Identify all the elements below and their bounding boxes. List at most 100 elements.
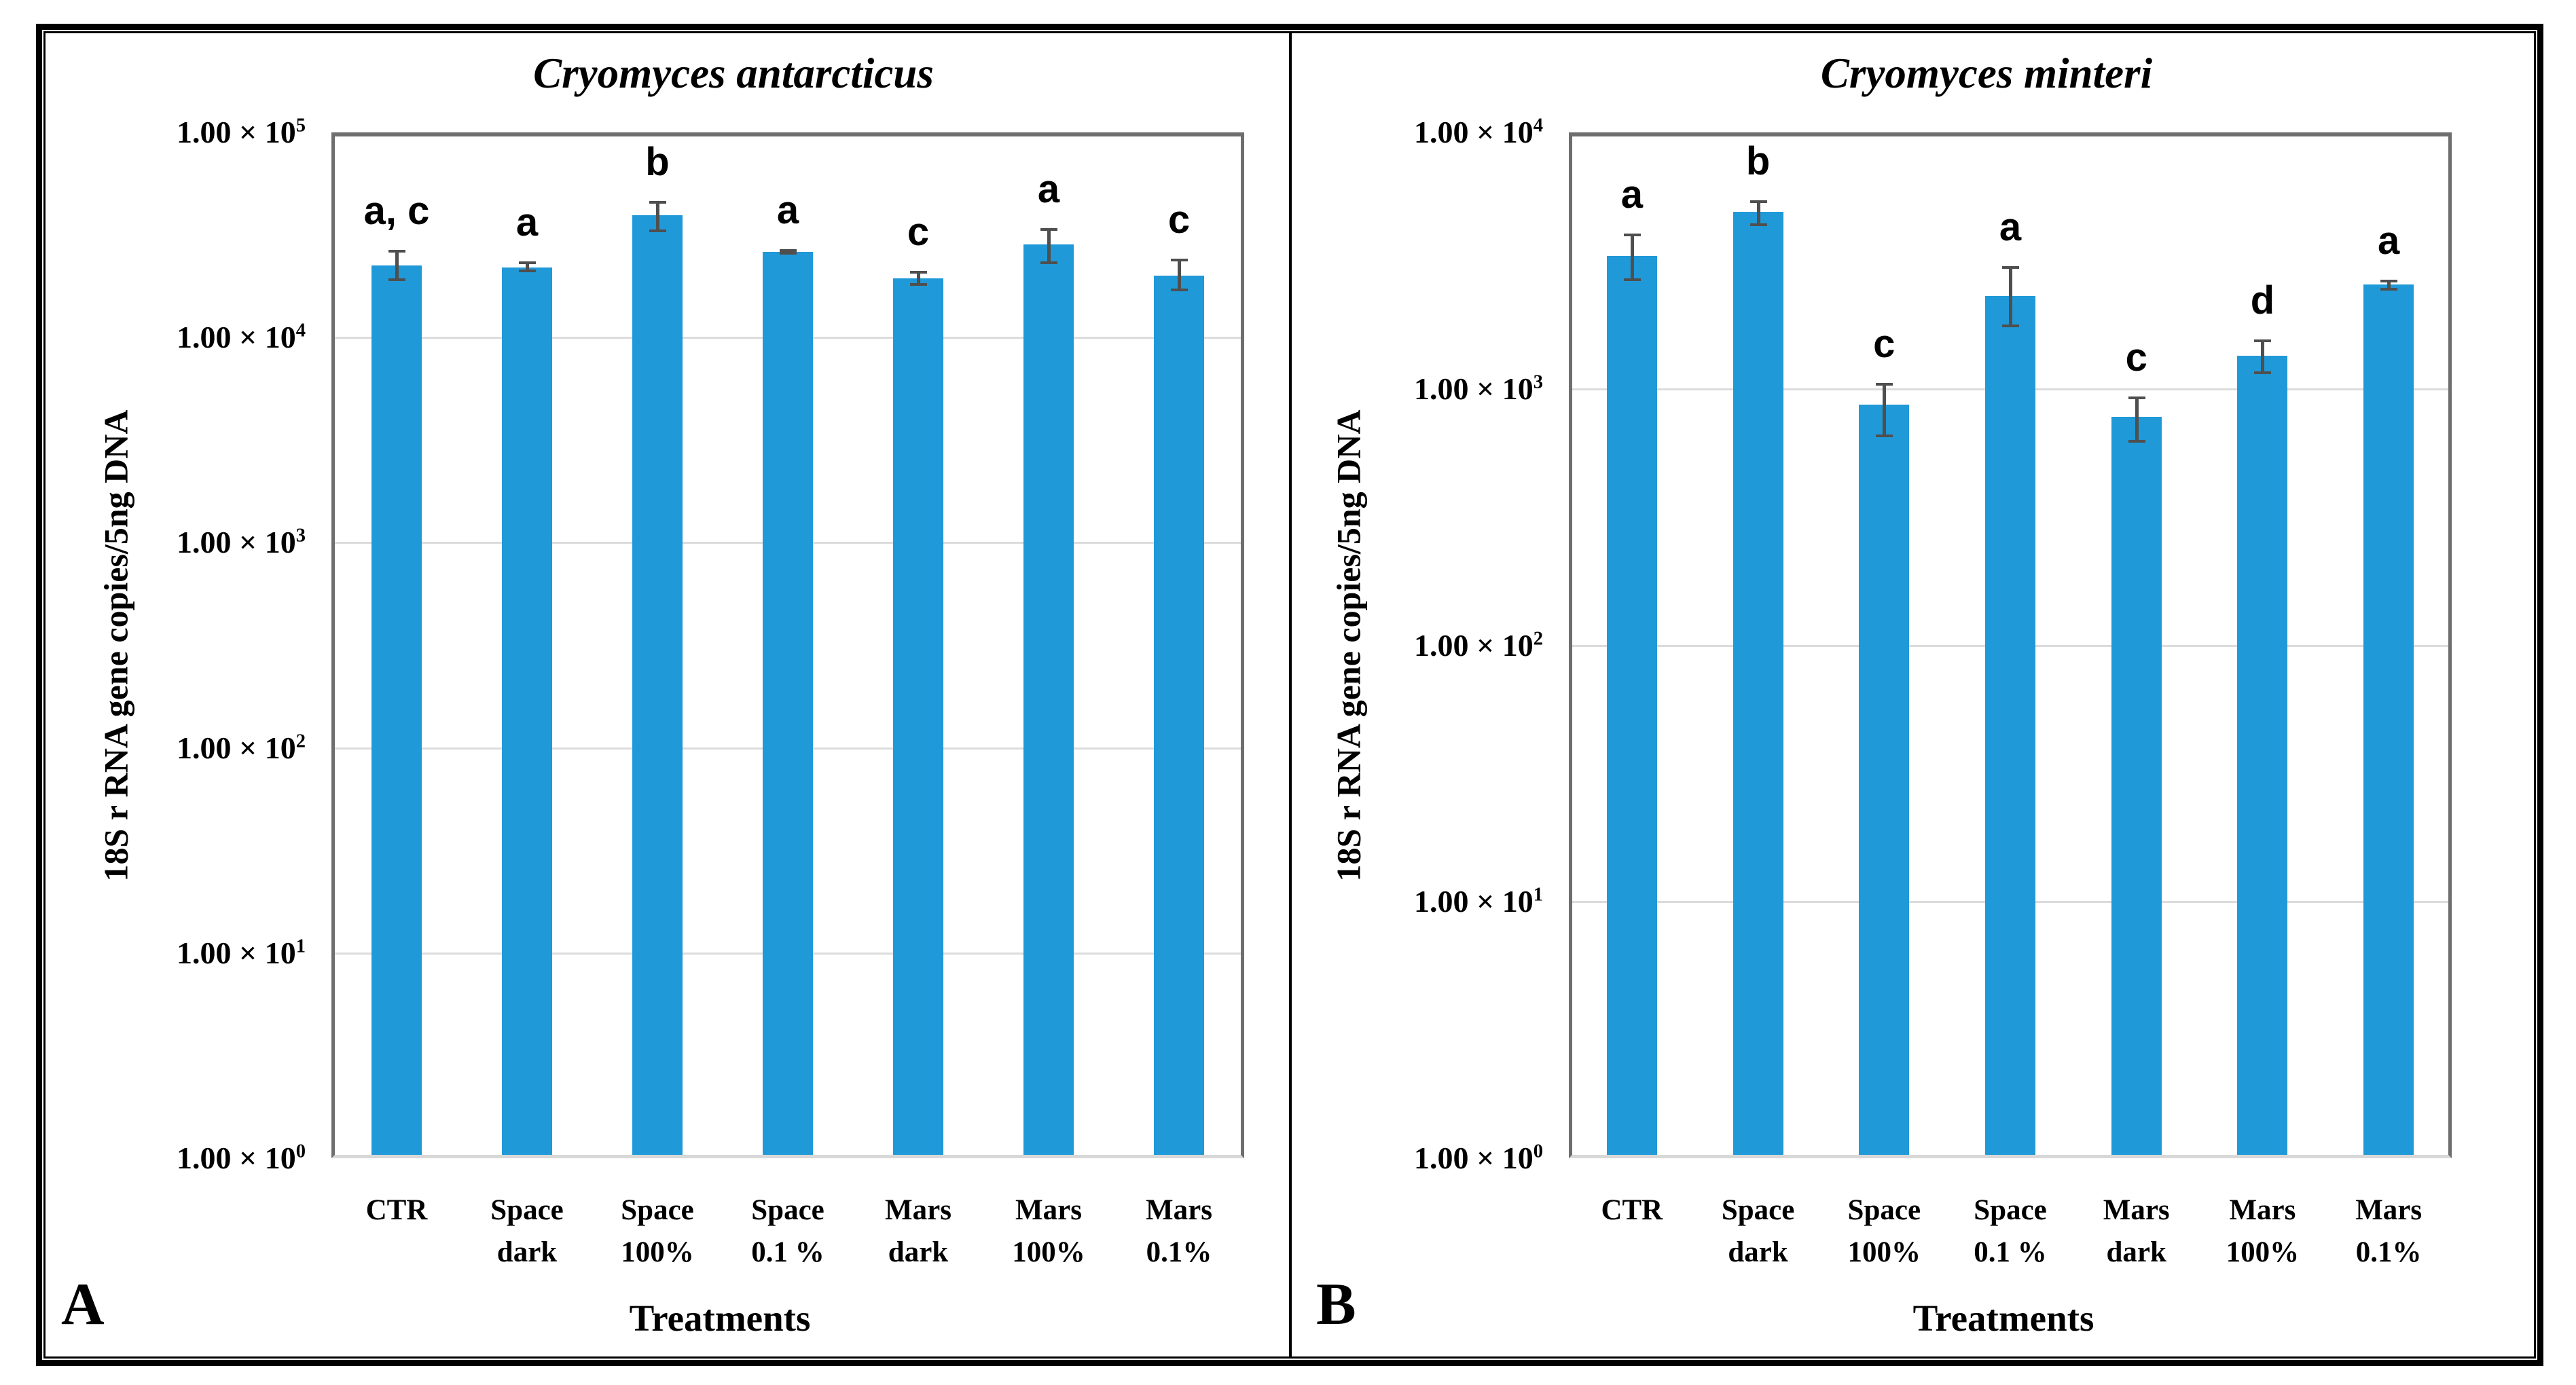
- category-line2: dark: [2106, 1236, 2166, 1268]
- category-line1: CTR: [365, 1194, 428, 1226]
- category-label: CTR: [1567, 1189, 1697, 1232]
- category-line1: Mars: [1015, 1194, 1082, 1226]
- category-line1: Mars: [2355, 1194, 2423, 1226]
- error-bar-cap-bottom: [2254, 371, 2272, 374]
- error-bar-cap-top: [1171, 259, 1188, 262]
- bar: [632, 215, 683, 1155]
- y-tick-exponent: 5: [295, 115, 306, 136]
- error-bar-stem: [786, 249, 790, 255]
- y-tick-label: 1.00 × 103: [177, 525, 306, 560]
- error-bar-cap-top: [649, 200, 666, 204]
- error-bar-cap-bottom: [1171, 288, 1188, 291]
- y-tick-exponent: 4: [295, 320, 306, 341]
- category-line2: 0.1 %: [1974, 1236, 2047, 1268]
- bar: [1733, 212, 1783, 1155]
- error-bar-cap-bottom: [2128, 440, 2145, 443]
- error-bar-cap-bottom: [2380, 288, 2398, 291]
- significance-letter: a: [776, 187, 799, 232]
- significance-letter: b: [645, 139, 670, 184]
- significance-letter: d: [2250, 278, 2275, 322]
- panel-letter: B: [1316, 1272, 1356, 1337]
- category-line1: CTR: [1601, 1194, 1663, 1226]
- error-bar-cap-bottom: [1623, 278, 1641, 281]
- y-tick-label: 1.00 × 103: [1414, 371, 1543, 406]
- category-line1: Space: [1847, 1194, 1921, 1226]
- error-bar-cap-top: [1876, 382, 1893, 386]
- error-bar-stem: [917, 271, 920, 286]
- bar: [1154, 276, 1204, 1155]
- y-tick-exponent: 0: [1533, 1141, 1543, 1162]
- error-bar-cap-top: [2254, 339, 2272, 342]
- error-bar-cap-bottom: [649, 229, 666, 232]
- significance-letter: a: [1037, 166, 1060, 211]
- category-label: Space 0.1 %: [1946, 1189, 2075, 1274]
- error-bar-stem: [1630, 234, 1634, 280]
- y-tick-label: 1.00 × 102: [177, 730, 306, 765]
- category-line1: Mars: [2229, 1194, 2296, 1226]
- bar: [371, 265, 422, 1155]
- error-bar-stem: [2009, 266, 2012, 327]
- error-bar-stem: [1883, 383, 1887, 437]
- category-line1: Space: [751, 1194, 824, 1226]
- category-line1: Space: [1721, 1194, 1795, 1226]
- chart-title: Cryomyces antarcticus: [533, 50, 934, 97]
- error-bar-cap-top: [1749, 200, 1767, 204]
- y-tick-label: 1.00 × 101: [177, 935, 306, 970]
- category-label: Mars 100%: [2198, 1189, 2327, 1274]
- x-axis-label: Treatments: [629, 1297, 811, 1339]
- category-label: Space 100%: [593, 1189, 722, 1274]
- bar: [1985, 296, 2035, 1155]
- error-bar-stem: [1047, 228, 1051, 263]
- category-line2: dark: [888, 1236, 949, 1268]
- significance-letter: c: [1873, 321, 1895, 366]
- category-label: Mars dark: [2072, 1189, 2201, 1274]
- significance-letter: a: [1620, 172, 1643, 217]
- category-label: Mars dark: [854, 1189, 983, 1274]
- y-tick-exponent: 1: [295, 936, 306, 957]
- y-tick-exponent: 2: [295, 731, 306, 752]
- error-bar-cap-bottom: [780, 252, 797, 255]
- bar: [763, 251, 813, 1155]
- error-bar-stem: [1756, 201, 1760, 225]
- category-label: Space 100%: [1819, 1189, 1948, 1274]
- y-tick-exponent: 3: [295, 525, 306, 547]
- category-line2: dark: [1728, 1236, 1788, 1268]
- category-label: CTR: [332, 1189, 461, 1232]
- error-bar-cap-bottom: [1040, 261, 1057, 264]
- category-line2: 100%: [621, 1236, 694, 1268]
- bar: [1023, 244, 1074, 1155]
- significance-letter: c: [2125, 335, 2147, 380]
- y-tick-label: 1.00 × 100: [177, 1141, 306, 1175]
- error-bar-cap-top: [519, 261, 536, 265]
- error-bar-cap-bottom: [910, 283, 927, 287]
- chart-title: Cryomyces minteri: [1820, 50, 2153, 97]
- error-bar-cap-top: [1040, 227, 1057, 231]
- y-tick-exponent: 0: [295, 1141, 306, 1162]
- category-line2: 0.1%: [1146, 1236, 1212, 1268]
- category-line2: 100%: [2226, 1236, 2300, 1268]
- error-bar-cap-top: [910, 270, 927, 274]
- error-bar-cap-bottom: [388, 278, 405, 281]
- y-tick-exponent: 3: [1533, 371, 1543, 393]
- category-line2: 100%: [1847, 1236, 1921, 1268]
- category-label: Space dark: [462, 1189, 592, 1274]
- bar: [2111, 416, 2162, 1155]
- bar: [893, 278, 943, 1155]
- y-tick-exponent: 4: [1533, 115, 1543, 136]
- y-tick-label: 1.00 × 102: [1414, 627, 1543, 663]
- bar: [1606, 255, 1657, 1155]
- error-bar-stem: [2261, 339, 2265, 373]
- error-bar-cap-top: [2002, 265, 2019, 269]
- category-line2: dark: [496, 1236, 558, 1268]
- error-bar-stem: [1178, 259, 1181, 291]
- y-tick-label: 1.00 × 104: [1414, 115, 1543, 149]
- category-label: Mars 100%: [984, 1189, 1113, 1274]
- category-label: Space dark: [1694, 1189, 1823, 1274]
- error-bar-cap-bottom: [2002, 324, 2019, 327]
- bar: [2363, 284, 2414, 1155]
- panel-divider: [1289, 32, 1292, 1359]
- category-label: Space 0.1 %: [723, 1189, 852, 1274]
- error-bar-cap-top: [388, 250, 405, 253]
